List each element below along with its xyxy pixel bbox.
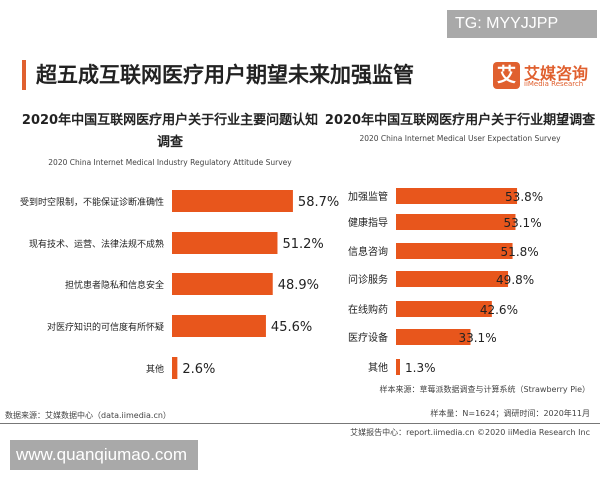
value-label: 42.6% xyxy=(480,303,518,317)
category-label: 其他 xyxy=(146,363,164,375)
value-label: 1.3% xyxy=(405,361,436,375)
logo-text: 艾媒咨询 xyxy=(524,64,589,83)
data-source: 数据来源：艾媒数据中心（data.iimedia.cn） xyxy=(5,411,171,420)
category-label: 医疗设备 xyxy=(348,331,388,344)
category-label: 现有技术、运营、法律法规不成熟 xyxy=(29,238,164,250)
value-label: 49.8% xyxy=(496,273,534,287)
left-chart-title: 2020年中国互联网医疗用户关于行业主要问题认知调查 xyxy=(21,113,319,150)
logo-mark: 艾 xyxy=(493,62,520,89)
bar xyxy=(396,214,516,230)
logo-subtext: iiMedia Research xyxy=(524,80,584,88)
category-label: 健康指导 xyxy=(348,216,388,229)
bar xyxy=(172,190,293,212)
bar xyxy=(396,329,471,345)
bar xyxy=(396,243,513,259)
value-label: 51.8% xyxy=(501,245,539,259)
value-label: 45.6% xyxy=(271,320,312,335)
category-label: 问诊服务 xyxy=(348,273,388,286)
value-label: 51.2% xyxy=(282,237,323,252)
watermark-top: TG: MYYJJPP xyxy=(447,10,597,38)
bar xyxy=(396,359,400,375)
report-credit: 艾媒报告中心：report.iimedia.cn ©2020 iiMedia R… xyxy=(350,428,590,437)
value-label: 53.8% xyxy=(505,190,543,204)
left-chart-subtitle: 2020 China Internet Medical Industry Reg… xyxy=(48,158,292,167)
sample-size: 样本量：N=1624；调研时间：2020年11月 xyxy=(430,409,590,418)
category-label: 信息咨询 xyxy=(348,245,388,258)
value-label: 53.1% xyxy=(503,216,541,230)
page-title: 超五成互联网医疗用户期望未来加强监管 xyxy=(36,63,414,87)
value-label: 33.1% xyxy=(458,331,496,345)
category-label: 在线购药 xyxy=(348,303,388,316)
right-chart-subtitle: 2020 China Internet Medical User Expecta… xyxy=(359,134,561,143)
bar xyxy=(396,301,492,317)
category-label: 受到时空限制，不能保证诊断准确性 xyxy=(20,196,164,208)
category-label: 其他 xyxy=(368,361,388,374)
divider xyxy=(0,423,600,424)
value-label: 58.7% xyxy=(298,195,339,210)
value-label: 48.9% xyxy=(278,278,319,293)
sample-source: 样本来源：草莓派数据调查与计算系统（Strawberry Pie） xyxy=(379,385,590,394)
category-label: 担忧患者隐私和信息安全 xyxy=(65,279,164,291)
bar xyxy=(172,273,273,295)
bar xyxy=(172,232,278,254)
bar xyxy=(396,271,509,287)
bar xyxy=(172,315,266,337)
watermark-bottom: www.quanqiumao.com xyxy=(10,440,198,470)
category-label: 对医疗知识的可信度有所怀疑 xyxy=(47,321,164,333)
bar xyxy=(396,188,518,204)
title-accent-bar xyxy=(22,60,26,90)
category-label: 加强监管 xyxy=(348,190,388,203)
right-chart-title: 2020年中国互联网医疗用户关于行业期望调查 xyxy=(324,113,596,128)
value-label: 2.6% xyxy=(182,362,215,377)
bar xyxy=(172,357,178,379)
